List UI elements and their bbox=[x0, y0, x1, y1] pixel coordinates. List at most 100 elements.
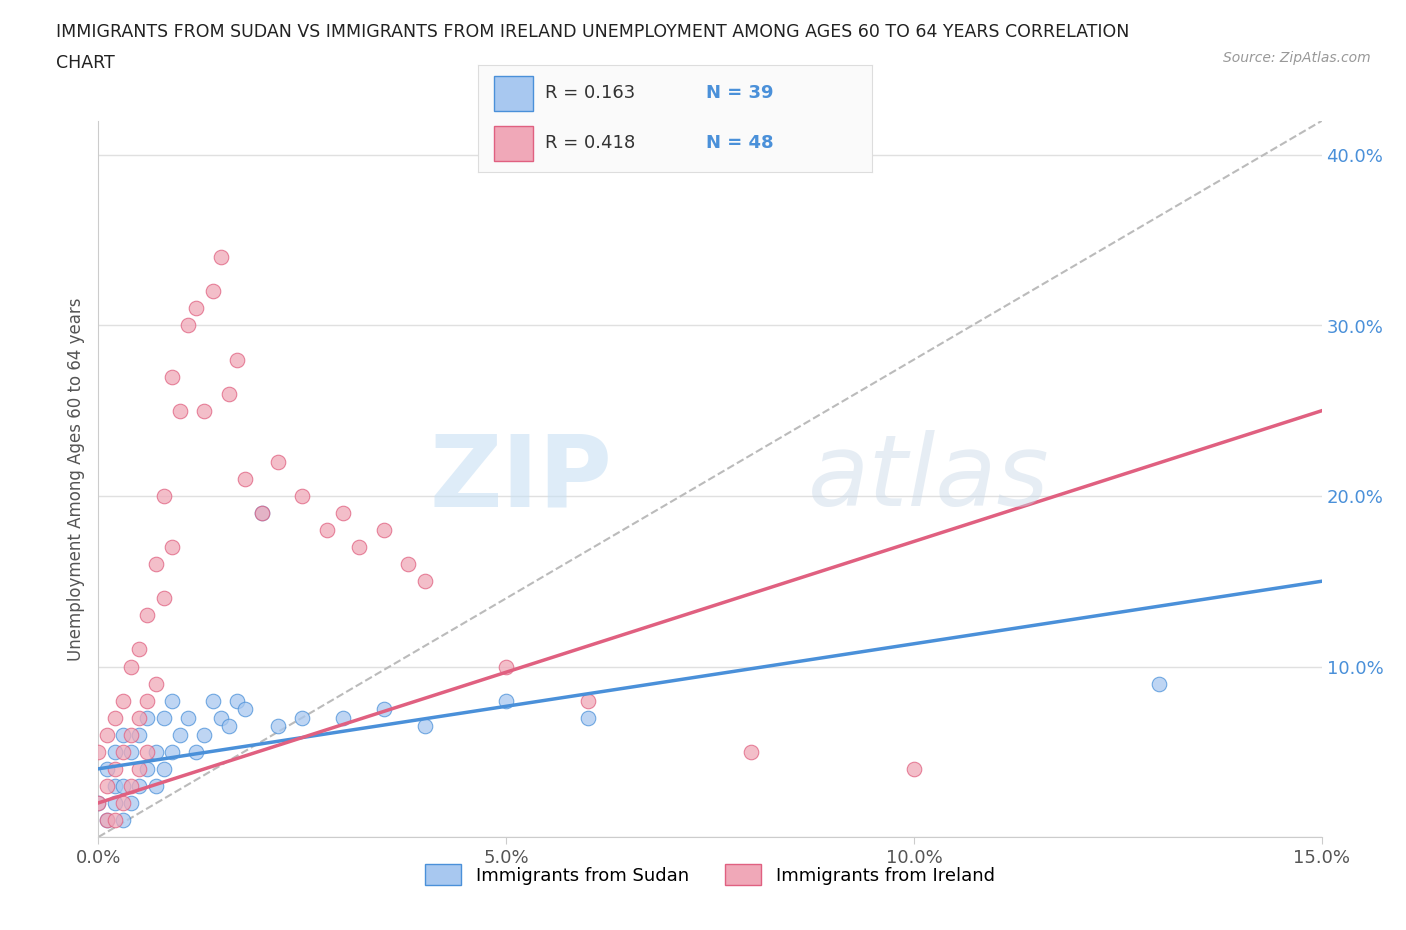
Text: R = 0.163: R = 0.163 bbox=[546, 85, 636, 102]
Point bbox=[152, 711, 174, 725]
FancyBboxPatch shape bbox=[494, 76, 533, 111]
Point bbox=[136, 711, 159, 725]
Point bbox=[145, 557, 167, 572]
Point bbox=[136, 762, 159, 777]
Point bbox=[136, 693, 159, 708]
Point bbox=[87, 795, 110, 810]
Point bbox=[495, 659, 517, 674]
Point bbox=[396, 557, 419, 572]
Point bbox=[576, 693, 599, 708]
Point bbox=[186, 301, 208, 316]
Point bbox=[87, 744, 110, 759]
Point bbox=[169, 404, 191, 418]
Point bbox=[576, 711, 599, 725]
Point bbox=[111, 813, 134, 828]
Point bbox=[152, 488, 174, 503]
Point bbox=[186, 744, 208, 759]
Point bbox=[96, 762, 118, 777]
Point bbox=[104, 744, 127, 759]
Point bbox=[218, 386, 240, 401]
Point bbox=[291, 488, 314, 503]
Point bbox=[209, 711, 232, 725]
Point bbox=[267, 455, 290, 470]
Text: N = 39: N = 39 bbox=[706, 85, 773, 102]
Point bbox=[193, 727, 215, 742]
Point bbox=[145, 778, 167, 793]
Point bbox=[120, 659, 142, 674]
Text: IMMIGRANTS FROM SUDAN VS IMMIGRANTS FROM IRELAND UNEMPLOYMENT AMONG AGES 60 TO 6: IMMIGRANTS FROM SUDAN VS IMMIGRANTS FROM… bbox=[56, 23, 1129, 41]
Point bbox=[373, 702, 395, 717]
Point bbox=[169, 727, 191, 742]
Point bbox=[177, 711, 200, 725]
Point bbox=[120, 727, 142, 742]
Point bbox=[209, 250, 232, 265]
Point bbox=[96, 813, 118, 828]
Point bbox=[267, 719, 290, 734]
Point bbox=[87, 795, 110, 810]
Point bbox=[128, 762, 150, 777]
Point bbox=[104, 795, 127, 810]
Point bbox=[160, 693, 183, 708]
Point bbox=[120, 795, 142, 810]
Point bbox=[250, 506, 273, 521]
Text: atlas: atlas bbox=[808, 431, 1049, 527]
Point bbox=[250, 506, 273, 521]
Point bbox=[233, 472, 256, 486]
Text: Source: ZipAtlas.com: Source: ZipAtlas.com bbox=[1223, 51, 1371, 65]
Point bbox=[111, 744, 134, 759]
Point bbox=[96, 727, 118, 742]
Point bbox=[152, 591, 174, 605]
Point bbox=[160, 369, 183, 384]
Text: CHART: CHART bbox=[56, 54, 115, 72]
Point bbox=[332, 506, 354, 521]
Point bbox=[226, 693, 249, 708]
Point bbox=[413, 574, 436, 589]
Point bbox=[413, 719, 436, 734]
Point bbox=[128, 727, 150, 742]
Point bbox=[111, 693, 134, 708]
Point bbox=[315, 523, 337, 538]
Point bbox=[104, 813, 127, 828]
FancyBboxPatch shape bbox=[494, 126, 533, 162]
Text: ZIP: ZIP bbox=[429, 431, 612, 527]
Point bbox=[104, 711, 127, 725]
Point bbox=[120, 744, 142, 759]
Point bbox=[111, 727, 134, 742]
Point bbox=[111, 778, 134, 793]
Point bbox=[1147, 676, 1170, 691]
Point bbox=[136, 744, 159, 759]
Point bbox=[104, 762, 127, 777]
Point bbox=[349, 539, 371, 554]
Point bbox=[193, 404, 215, 418]
Point bbox=[201, 284, 224, 299]
Point bbox=[104, 778, 127, 793]
Point bbox=[128, 778, 150, 793]
Text: N = 48: N = 48 bbox=[706, 134, 773, 152]
Point bbox=[218, 719, 240, 734]
Legend: Immigrants from Sudan, Immigrants from Ireland: Immigrants from Sudan, Immigrants from I… bbox=[418, 857, 1002, 893]
Point bbox=[111, 795, 134, 810]
Point bbox=[903, 762, 925, 777]
Point bbox=[332, 711, 354, 725]
Point bbox=[177, 318, 200, 333]
Point bbox=[136, 608, 159, 623]
Point bbox=[120, 778, 142, 793]
Point bbox=[495, 693, 517, 708]
Point bbox=[373, 523, 395, 538]
Point bbox=[145, 676, 167, 691]
Text: R = 0.418: R = 0.418 bbox=[546, 134, 636, 152]
Point bbox=[145, 744, 167, 759]
Point bbox=[291, 711, 314, 725]
Point bbox=[201, 693, 224, 708]
Point bbox=[160, 539, 183, 554]
Y-axis label: Unemployment Among Ages 60 to 64 years: Unemployment Among Ages 60 to 64 years bbox=[66, 298, 84, 660]
Point bbox=[96, 778, 118, 793]
Point bbox=[128, 642, 150, 657]
Point bbox=[128, 711, 150, 725]
Point bbox=[96, 813, 118, 828]
Point bbox=[226, 352, 249, 367]
Point bbox=[160, 744, 183, 759]
Point bbox=[233, 702, 256, 717]
Point bbox=[740, 744, 762, 759]
Point bbox=[152, 762, 174, 777]
